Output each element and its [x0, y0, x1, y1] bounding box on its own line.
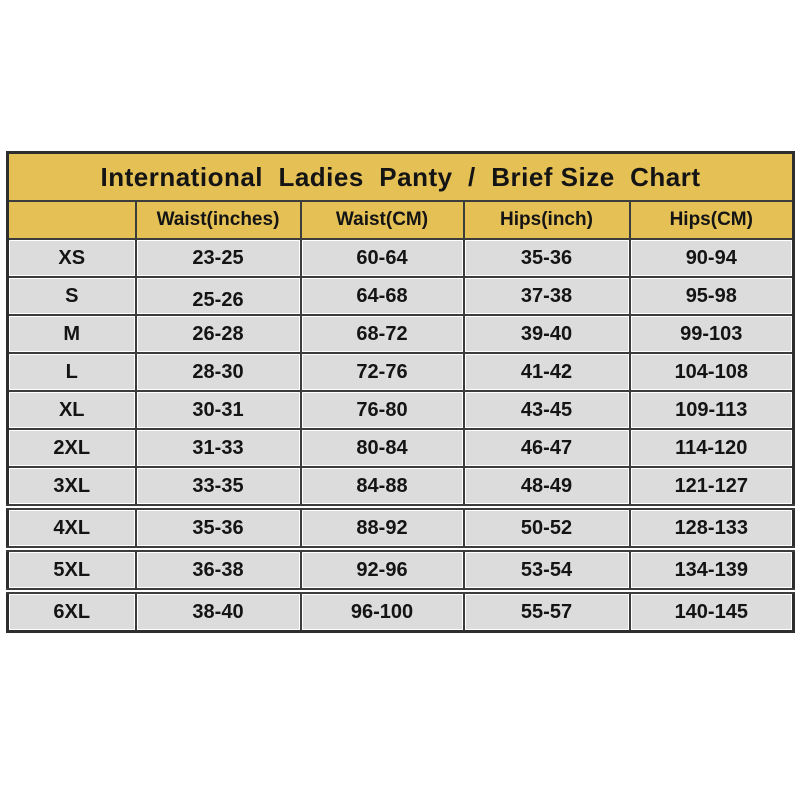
measurement-cell: 31-33 — [134, 428, 302, 468]
measurement-cell: 72-76 — [299, 352, 465, 392]
table-row: 2XL 31-33 80-84 46-47 114-120 — [6, 428, 795, 468]
size-label-cell: XS — [6, 238, 137, 278]
table-row: L 28-30 72-76 41-42 104-108 — [6, 352, 795, 392]
table-row: 3XL 33-35 84-88 48-49 121-127 — [6, 466, 795, 508]
table-row: 4XL 35-36 88-92 50-52 128-133 — [6, 504, 795, 550]
measurement-cell: 33-35 — [134, 466, 302, 508]
measurement-cell: 53-54 — [462, 546, 631, 592]
measurement-cell: 50-52 — [462, 504, 631, 550]
measurement-cell: 80-84 — [299, 428, 465, 468]
measurement-cell: 68-72 — [299, 314, 465, 354]
measurement-cell: 90-94 — [628, 238, 795, 278]
measurement-cell: 140-145 — [628, 588, 795, 633]
measurement-cell: 128-133 — [628, 504, 795, 550]
column-header-waist-cm: Waist(CM) — [299, 200, 465, 240]
size-label-cell: M — [6, 314, 137, 354]
measurement-cell: 114-120 — [628, 428, 795, 468]
measurement-cell: 121-127 — [628, 466, 795, 508]
measurement-cell: 109-113 — [628, 390, 795, 430]
measurement-cell: 38-40 — [134, 588, 302, 633]
measurement-cell: 39-40 — [462, 314, 631, 354]
measurement-cell: 43-45 — [462, 390, 631, 430]
measurement-cell: 96-100 — [299, 588, 465, 633]
measurement-cell: 99-103 — [628, 314, 795, 354]
measurement-cell: 84-88 — [299, 466, 465, 508]
measurement-cell: 35-36 — [462, 238, 631, 278]
size-label-cell: 6XL — [6, 588, 137, 633]
size-label-cell: 4XL — [6, 504, 137, 550]
table-row: XS 23-25 60-64 35-36 90-94 — [6, 238, 795, 278]
measurement-cell: 104-108 — [628, 352, 795, 392]
measurement-cell: 35-36 — [134, 504, 302, 550]
size-label-cell: L — [6, 352, 137, 392]
measurement-cell: 76-80 — [299, 390, 465, 430]
measurement-cell: 23-25 — [134, 238, 302, 278]
measurement-cell: 134-139 — [628, 546, 795, 592]
size-label-cell: XL — [6, 390, 137, 430]
chart-title-row: International Ladies Panty / Brief Size … — [6, 151, 795, 202]
size-label-cell: 2XL — [6, 428, 137, 468]
size-label-cell: 3XL — [6, 466, 137, 508]
table-row: 5XL 36-38 92-96 53-54 134-139 — [6, 546, 795, 592]
measurement-cell: 88-92 — [299, 504, 465, 550]
measurement-cell: 48-49 — [462, 466, 631, 508]
measurement-cell: 41-42 — [462, 352, 631, 392]
measurement-cell: 46-47 — [462, 428, 631, 468]
column-header-hips-inch: Hips(inch) — [462, 200, 631, 240]
column-header-size — [6, 200, 137, 240]
measurement-cell: 30-31 — [134, 390, 302, 430]
size-label-cell: 5XL — [6, 546, 137, 592]
measurement-cell: 92-96 — [299, 546, 465, 592]
measurement-cell: 64-68 — [299, 276, 465, 316]
size-label-cell: S — [6, 276, 137, 316]
table-row: S 25-26 64-68 37-38 95-98 — [6, 276, 795, 316]
table-row: M 26-28 68-72 39-40 99-103 — [6, 314, 795, 354]
measurement-cell: 95-98 — [628, 276, 795, 316]
measurement-cell: 28-30 — [134, 352, 302, 392]
size-chart-table: International Ladies Panty / Brief Size … — [6, 151, 796, 633]
measurement-cell: 36-38 — [134, 546, 302, 592]
table-body: XS 23-25 60-64 35-36 90-94 S 25-26 64-68 37-38 95… — [6, 238, 795, 633]
chart-title: International Ladies Panty / Brief Size … — [6, 151, 795, 202]
column-header-waist-inches: Waist(inches) — [134, 200, 302, 240]
measurement-cell: 25-26 — [134, 276, 302, 316]
table-row: XL 30-31 76-80 43-45 109-113 — [6, 390, 795, 430]
column-header-row: Waist(inches) Waist(CM) Hips(inch) Hips(… — [6, 200, 795, 240]
table-row: 6XL 38-40 96-100 55-57 140-145 — [6, 588, 795, 633]
measurement-cell: 60-64 — [299, 238, 465, 278]
measurement-cell: 55-57 — [462, 588, 631, 633]
measurement-cell: 37-38 — [462, 276, 631, 316]
measurement-cell: 26-28 — [134, 314, 302, 354]
column-header-hips-cm: Hips(CM) — [628, 200, 795, 240]
